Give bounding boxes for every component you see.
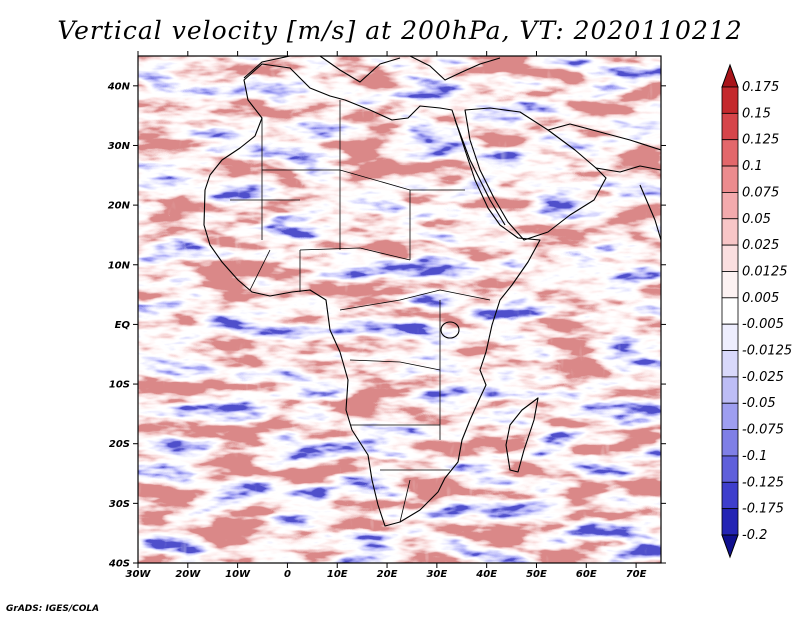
chart-title: Vertical velocity [m/s] at 200hPa, VT: 2…: [57, 16, 743, 45]
colorbar-swatch: [721, 350, 739, 378]
x-tick-label: 10W: [225, 569, 251, 580]
x-tick-label: 20W: [175, 569, 201, 580]
colorbar: 0.175 0.15 0.125 0.1 0.075 0.05 0.025 0.0125 0.0…: [721, 63, 792, 559]
colorbar-swatch: [721, 86, 739, 114]
colorbar-swatch: [721, 429, 739, 457]
colorbar-label: 0.025: [742, 238, 779, 253]
colorbar-label: 0.075: [742, 185, 779, 200]
x-axis: 30W 20W 10W 0 10E 20E 30E 40E 50E 60E 70E: [126, 51, 647, 580]
y-axis: 40N 30N 20N 10N EQ 10S 20S 30S 40S: [107, 81, 666, 570]
x-tick-label: 70E: [626, 569, 647, 580]
colorbar-swatch: [721, 376, 739, 404]
colorbar-swatch: [721, 455, 739, 483]
y-tick-label: 30N: [108, 141, 131, 152]
velocity-field: [138, 56, 661, 563]
lake-victoria: [440, 321, 460, 339]
colorbar-swatch: [721, 271, 739, 299]
colorbar-swatch: [721, 112, 739, 141]
colorbar-label: -0.2: [742, 528, 767, 543]
colorbar-label: 0.005: [742, 291, 779, 306]
arabia-coastline: [464, 107, 607, 241]
y-tick-label: 30S: [109, 499, 130, 510]
y-tick-label: 20N: [108, 201, 131, 212]
country-borders: [230, 100, 491, 523]
x-tick-label: 30E: [426, 569, 447, 580]
x-tick-label: 0: [284, 569, 291, 580]
y-tick-label: 40N: [107, 81, 131, 92]
colorbar-swatch: [721, 139, 739, 167]
colorbar-label: 0.15: [742, 106, 771, 121]
colorbar-label: -0.175: [742, 502, 784, 517]
colorbar-top-arrow: [721, 63, 739, 88]
colorbar-label: 0.1: [742, 159, 763, 174]
y-tick-label: 10N: [108, 260, 131, 271]
colorbar-label: 0.175: [742, 80, 779, 95]
red-sea: [454, 119, 506, 226]
x-tick-label: 10E: [327, 569, 348, 580]
asia-coastline: [547, 123, 661, 241]
y-tick-label: 20S: [109, 439, 130, 450]
madagascar-coastline: [505, 397, 539, 473]
colorbar-swatch: [721, 508, 739, 536]
colorbar-label: -0.075: [742, 423, 784, 438]
colorbar-label: -0.0125: [742, 344, 792, 359]
colorbar-swatch: [721, 218, 739, 246]
colorbar-swatch: [721, 192, 739, 220]
x-tick-label: 20E: [377, 569, 398, 580]
colorbar-label: -0.05: [742, 396, 776, 411]
colorbar-swatch: [721, 297, 739, 325]
colorbar-label: -0.025: [742, 370, 784, 385]
grads-credit: GrADS: IGES/COLA: [6, 604, 100, 614]
europe-coastline: [243, 56, 501, 83]
colorbar-label: -0.125: [742, 475, 784, 490]
colorbar-bottom-arrow: [721, 534, 739, 559]
x-tick-label: 40E: [475, 569, 497, 580]
colorbar-label: -0.1: [742, 449, 767, 464]
colorbar-label: 0.05: [742, 212, 771, 227]
colorbar-label: -0.005: [742, 317, 784, 332]
colorbar-swatch: [721, 481, 739, 510]
colorbar-label: 0.125: [742, 133, 779, 148]
colorbar-label: 0.0125: [742, 264, 788, 279]
coastlines: [203, 56, 661, 527]
y-tick-label: EQ: [115, 320, 131, 331]
plot-frame: [137, 55, 662, 564]
colorbar-swatch: [721, 402, 739, 430]
colorbar-swatch: [721, 244, 739, 272]
colorbar-swatch: [721, 323, 739, 351]
x-tick-label: 60E: [576, 569, 597, 580]
y-tick-label: 10S: [109, 380, 130, 391]
x-tick-label: 50E: [526, 569, 547, 580]
x-tick-label: 30W: [126, 569, 152, 580]
y-tick-label: 40S: [108, 559, 130, 570]
colorbar-swatch: [721, 165, 739, 193]
africa-coastline: [203, 63, 541, 527]
